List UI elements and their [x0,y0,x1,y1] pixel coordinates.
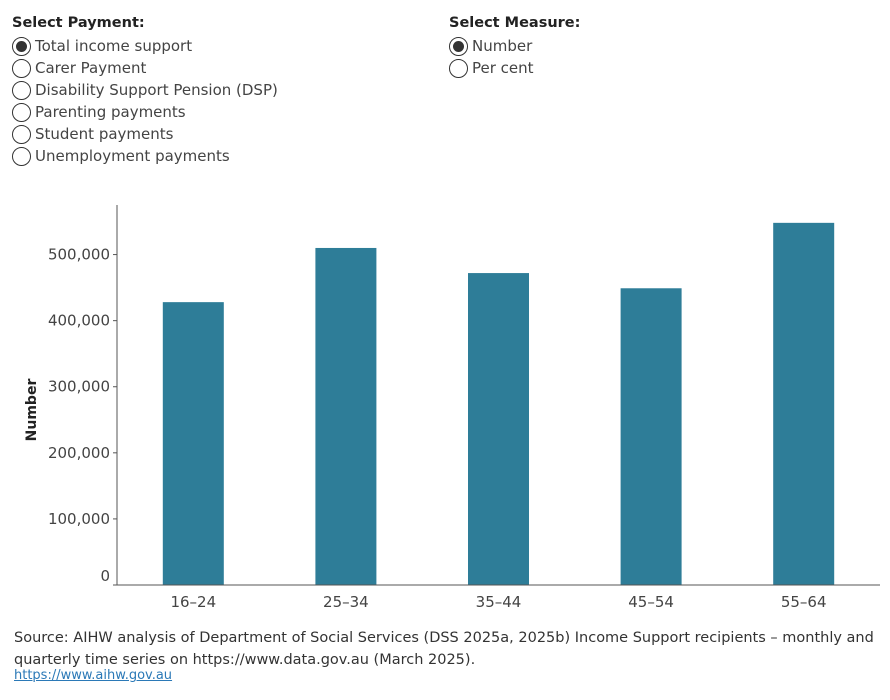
y-tick-label: 200,000 [48,444,110,462]
payment-option[interactable]: Disability Support Pension (DSP) [12,79,278,101]
radio-button[interactable] [449,58,468,78]
x-tick-label: 16–24 [170,593,216,611]
payment-option-label: Parenting payments [35,103,186,121]
radio-button[interactable] [12,146,31,166]
payment-filter-title: Select Payment: [12,15,145,31]
bar[interactable] [162,302,224,585]
payment-option[interactable]: Unemployment payments [12,145,278,167]
payment-option[interactable]: Student payments [12,123,278,145]
measure-option[interactable]: Per cent [449,57,580,79]
y-tick-label: 500,000 [48,246,110,264]
payment-option-label: Total income support [35,37,193,55]
payment-option-label: Disability Support Pension (DSP) [35,81,278,99]
x-axis: 16–24 25–34 35–44 45–54 55–64 [117,584,880,611]
radio-button[interactable] [449,36,468,56]
y-axis: 0 100,000 200,000 300,000 400,000 500,000 [48,205,118,586]
x-tick-label: 45–54 [628,593,674,611]
measure-option[interactable]: Number [449,35,580,57]
y-tick-label: 100,000 [48,510,110,528]
bar[interactable] [315,247,377,585]
x-tick-label: 25–34 [323,593,369,611]
measure-option-label: Per cent [472,59,534,77]
payment-option[interactable]: Total income support [12,35,278,57]
radio-dot [453,40,464,52]
bars [162,222,835,585]
payment-option-label: Student payments [35,125,174,143]
payment-options: Total income support Carer Payment Disabil… [12,35,278,167]
y-tick-label: 300,000 [48,378,110,396]
payment-filter: Select Payment: Total income support Care… [12,14,278,167]
radio-button[interactable] [12,58,31,78]
radio-button[interactable] [12,80,31,100]
payment-option-label: Unemployment payments [35,147,230,165]
bar-chart: 0 100,000 200,000 300,000 400,000 500,000 16–… [24,205,880,611]
bar[interactable] [468,273,529,585]
payment-option[interactable]: Parenting payments [12,101,278,123]
x-tick-label: 55–64 [781,593,827,611]
payment-option[interactable]: Carer Payment [12,57,278,79]
bar[interactable] [773,222,835,585]
radio-dot [16,40,27,52]
x-tick-label: 35–44 [476,593,522,611]
y-tick-label: 0 [100,567,110,585]
measure-filter-title: Select Measure: [449,15,581,31]
bar[interactable] [620,288,682,585]
y-tick-label: 400,000 [48,312,110,330]
y-axis-label: Number [24,379,40,442]
radio-button[interactable] [12,102,31,122]
source-note: Source: AIHW analysis of Department of S… [14,630,874,668]
radio-button[interactable] [12,36,31,56]
aihw-link[interactable]: https://www.aihw.gov.au [14,668,173,683]
radio-button[interactable] [12,124,31,144]
measure-option-label: Number [472,37,533,55]
measure-options: Number Per cent [449,35,580,79]
payment-option-label: Carer Payment [35,59,147,77]
measure-filter: Select Measure: Number Per cent [449,14,580,79]
